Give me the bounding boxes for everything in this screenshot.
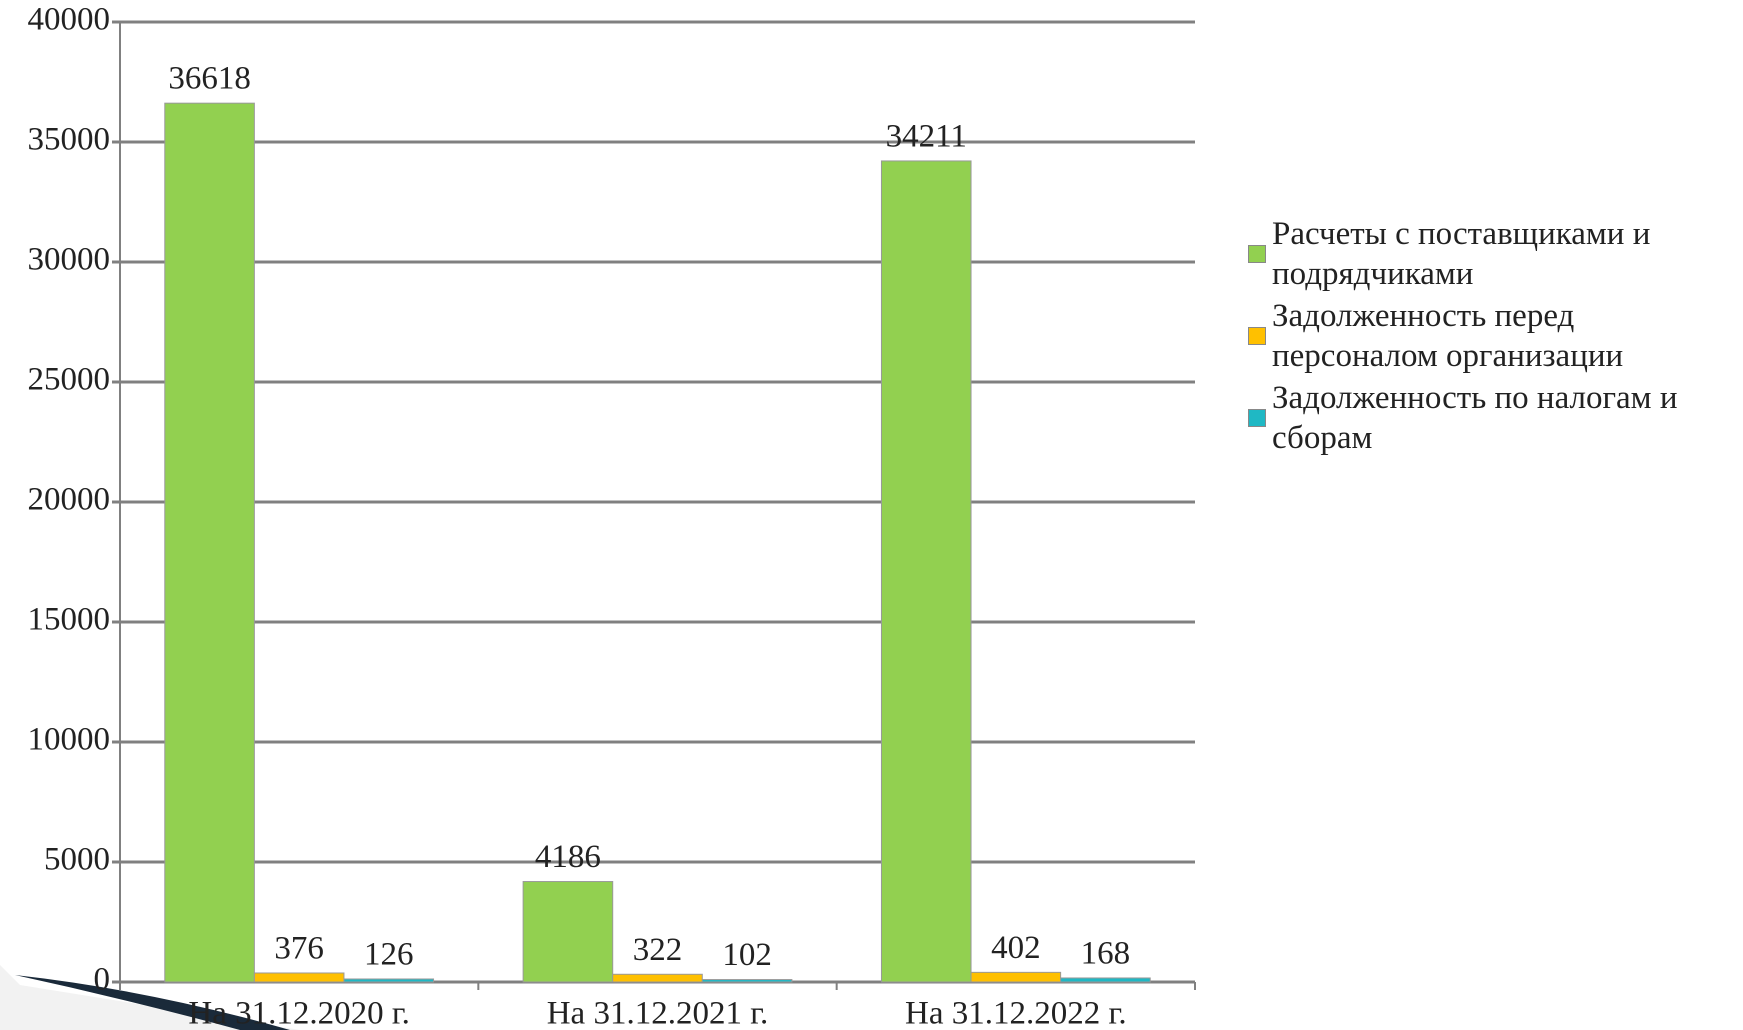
data-label: 4186 bbox=[535, 839, 601, 875]
y-tick-label: 0 bbox=[94, 962, 111, 998]
x-tick-label: На 31.12.2021 г. bbox=[547, 996, 769, 1030]
x-tick-label: На 31.12.2020 г. bbox=[188, 996, 410, 1030]
x-tick-label: На 31.12.2022 г. bbox=[905, 996, 1127, 1030]
legend-item: Задолженность перед персоналом организац… bbox=[1248, 296, 1738, 376]
legend-swatch bbox=[1248, 245, 1266, 263]
legend-label: Расчеты с поставщиками и подрядчиками bbox=[1272, 216, 1651, 292]
legend-label: Задолженность перед персоналом организац… bbox=[1272, 298, 1624, 374]
legend-label: Задолженность по налогам и сборам bbox=[1272, 380, 1678, 456]
data-label: 168 bbox=[1081, 936, 1131, 972]
y-tick-label: 35000 bbox=[28, 122, 111, 158]
bar bbox=[253, 972, 345, 983]
legend-item: Задолженность по налогам и сборам bbox=[1248, 378, 1738, 458]
y-tick-label: 20000 bbox=[28, 482, 111, 518]
bar bbox=[522, 881, 614, 983]
y-tick-label: 30000 bbox=[28, 242, 111, 278]
bar bbox=[1060, 977, 1151, 983]
legend-swatch bbox=[1248, 327, 1266, 345]
bar bbox=[970, 971, 1062, 983]
y-tick-label: 10000 bbox=[28, 722, 111, 758]
data-label: 126 bbox=[364, 937, 414, 973]
y-tick-label: 5000 bbox=[44, 842, 110, 878]
bar bbox=[164, 102, 255, 983]
data-label: 34211 bbox=[886, 119, 967, 155]
data-label: 402 bbox=[991, 930, 1041, 966]
bar bbox=[343, 978, 435, 983]
legend: Расчеты с поставщиками и подрядчиками Зад… bbox=[1248, 214, 1738, 460]
data-label: 376 bbox=[274, 931, 324, 967]
data-label: 36618 bbox=[168, 61, 251, 97]
legend-swatch bbox=[1248, 409, 1266, 427]
decoration bbox=[0, 965, 300, 1030]
y-tick-label: 40000 bbox=[28, 2, 111, 38]
y-tick-label: 15000 bbox=[28, 602, 111, 638]
bar bbox=[612, 973, 703, 983]
decoration bbox=[15, 975, 290, 1030]
bar bbox=[701, 979, 793, 983]
data-label: 322 bbox=[633, 932, 683, 968]
data-label: 102 bbox=[722, 937, 772, 973]
bar bbox=[880, 160, 972, 983]
y-tick-label: 25000 bbox=[28, 362, 111, 398]
legend-item: Расчеты с поставщиками и подрядчиками bbox=[1248, 214, 1738, 294]
